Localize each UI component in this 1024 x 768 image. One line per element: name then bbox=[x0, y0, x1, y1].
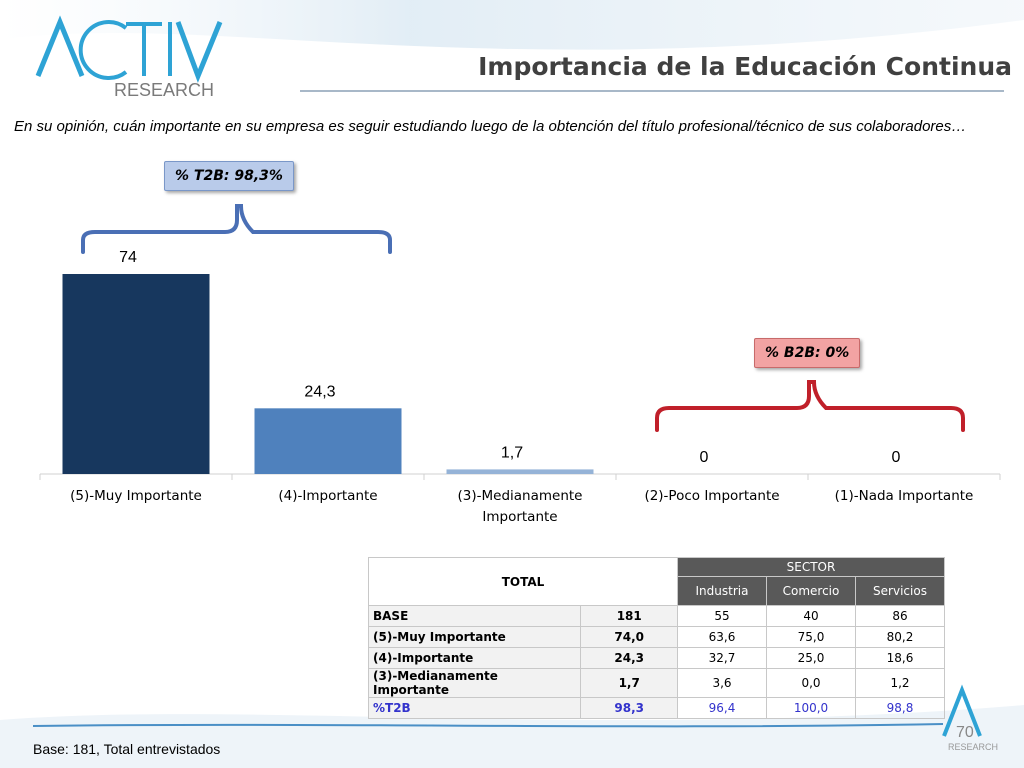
category-label: (1)-Nada Importante bbox=[835, 488, 974, 504]
table-row: (3)-Medianamente Importante 1,7 3,6 0,0 1,2 bbox=[367, 668, 945, 698]
small-logo-text: RESEARCH bbox=[948, 742, 998, 752]
row-value: 86 bbox=[855, 605, 945, 627]
row-total: 98,3 bbox=[580, 697, 678, 719]
b2b-badge: % B2B: 0% bbox=[754, 338, 861, 368]
row-value: 25,0 bbox=[766, 647, 856, 669]
row-label: BASE bbox=[367, 605, 582, 627]
category-label: (2)-Poco Importante bbox=[644, 488, 779, 504]
activ-research-logo: RESEARCH bbox=[35, 15, 223, 100]
logo-sub-text: RESEARCH bbox=[114, 80, 214, 100]
table-total-header: TOTAL bbox=[368, 557, 678, 606]
page-title: Importancia de la Educación Continua bbox=[478, 52, 1012, 81]
row-value: 100,0 bbox=[766, 697, 856, 719]
title-divider bbox=[300, 90, 1004, 92]
table-sector-col: Comercio bbox=[766, 576, 856, 606]
small-logo-icon: RESEARCH bbox=[942, 684, 998, 752]
category-label: (5)-Muy Importante bbox=[70, 488, 202, 504]
data-label: 0 bbox=[892, 449, 901, 466]
category-label: (4)-Importante bbox=[278, 488, 377, 504]
table-sector-header: SECTOR bbox=[677, 557, 945, 577]
row-label: (3)-Medianamente Importante bbox=[367, 668, 582, 698]
row-value: 40 bbox=[766, 605, 856, 627]
survey-question: En su opinión, cuán importante en su emp… bbox=[14, 118, 967, 135]
bar bbox=[62, 274, 210, 474]
table-row: (4)-Importante 24,3 32,7 25,0 18,6 bbox=[367, 647, 945, 669]
bar bbox=[254, 408, 402, 474]
sector-table: TOTAL SECTOR Industria Comercio Servicio… bbox=[367, 557, 945, 719]
row-label: (5)-Muy Importante bbox=[367, 626, 582, 648]
row-total: 74,0 bbox=[580, 626, 678, 648]
page-number: 70 bbox=[956, 724, 974, 741]
data-label: 0 bbox=[700, 449, 709, 466]
table-sector-col: Industria bbox=[677, 576, 767, 606]
bar-chart: 74 (5)-Muy Importante 24,3 (4)-Importante 1,… bbox=[39, 204, 1001, 525]
data-label: 24,3 bbox=[304, 383, 335, 400]
row-value: 55 bbox=[677, 605, 767, 627]
row-label: %T2B bbox=[367, 697, 582, 719]
table-row: %T2B 98,3 96,4 100,0 98,8 bbox=[367, 697, 945, 719]
data-label: 1,7 bbox=[501, 444, 523, 461]
row-value: 96,4 bbox=[677, 697, 767, 719]
row-value: 0,0 bbox=[766, 668, 856, 698]
data-label: 74 bbox=[119, 249, 137, 266]
row-label: (4)-Importante bbox=[367, 647, 582, 669]
row-value: 75,0 bbox=[766, 626, 856, 648]
row-value: 18,6 bbox=[855, 647, 945, 669]
row-total: 181 bbox=[580, 605, 678, 627]
row-value: 32,7 bbox=[677, 647, 767, 669]
row-total: 24,3 bbox=[580, 647, 678, 669]
table-sector-col: Servicios bbox=[855, 576, 945, 606]
category-label: (3)-Medianamente bbox=[458, 488, 583, 504]
footer-divider bbox=[33, 723, 943, 728]
row-total: 1,7 bbox=[580, 668, 678, 698]
b2b-bracket bbox=[655, 380, 965, 432]
bar bbox=[446, 469, 594, 474]
row-value: 98,8 bbox=[855, 697, 945, 719]
base-note: Base: 181, Total entrevistados bbox=[33, 741, 221, 757]
t2b-bracket bbox=[81, 204, 392, 254]
table-row: BASE 181 55 40 86 bbox=[367, 605, 945, 627]
row-value: 3,6 bbox=[677, 668, 767, 698]
category-label: Importante bbox=[482, 509, 557, 525]
row-value: 80,2 bbox=[855, 626, 945, 648]
t2b-badge: % T2B: 98,3% bbox=[164, 161, 294, 191]
table-row: (5)-Muy Importante 74,0 63,6 75,0 80,2 bbox=[367, 626, 945, 648]
row-value: 1,2 bbox=[855, 668, 945, 698]
row-value: 63,6 bbox=[677, 626, 767, 648]
